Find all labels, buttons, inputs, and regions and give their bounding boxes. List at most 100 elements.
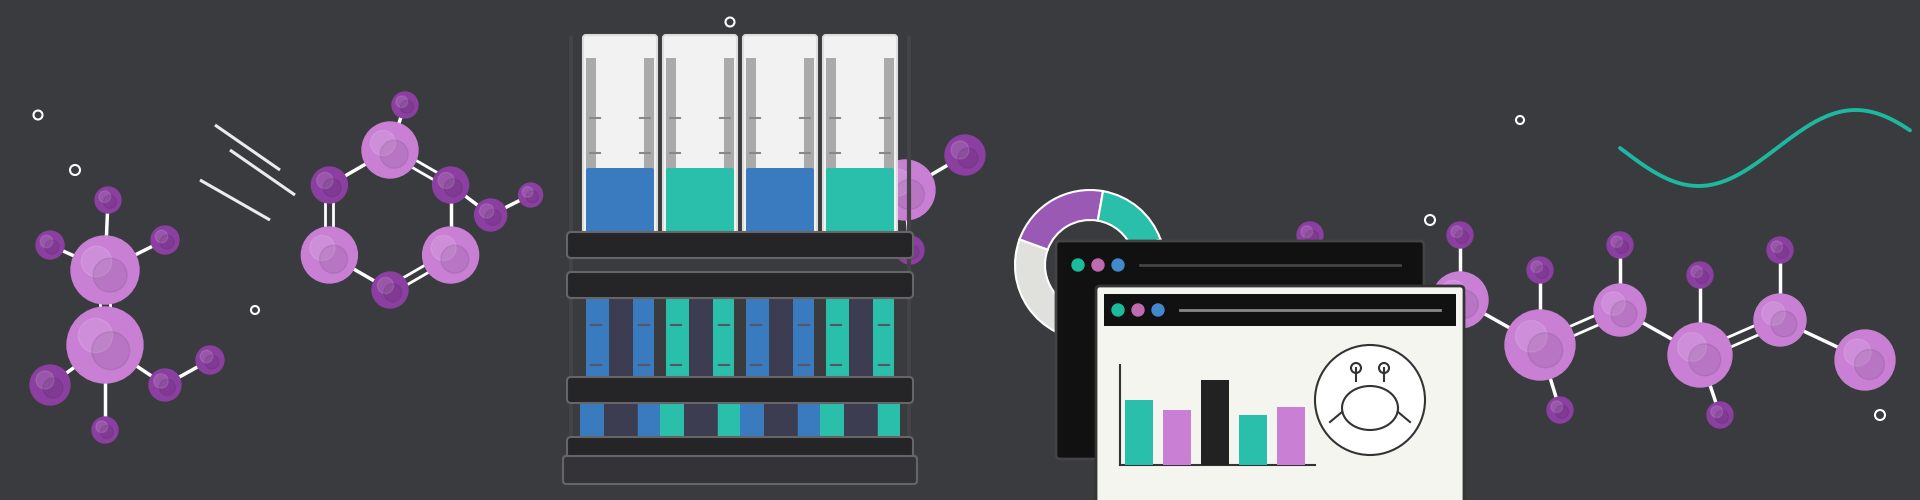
Circle shape [94,187,121,213]
FancyBboxPatch shape [563,456,918,484]
Circle shape [301,227,357,283]
FancyBboxPatch shape [764,394,799,446]
Circle shape [1298,222,1323,248]
Circle shape [319,245,348,273]
Circle shape [79,318,113,352]
Circle shape [1379,333,1413,368]
Bar [770,294,793,381]
Circle shape [1615,240,1628,254]
Circle shape [486,210,501,226]
Circle shape [36,231,63,259]
Circle shape [92,417,117,443]
Circle shape [1411,410,1423,424]
Circle shape [1448,222,1473,248]
Circle shape [205,355,219,369]
FancyBboxPatch shape [684,394,718,446]
Circle shape [1283,272,1338,328]
Bar [586,58,595,225]
Circle shape [945,135,985,175]
Circle shape [1755,294,1807,346]
Bar [1104,294,1455,326]
FancyBboxPatch shape [824,35,897,239]
Circle shape [71,236,138,304]
Circle shape [430,236,457,260]
Circle shape [1530,261,1542,272]
Circle shape [1223,333,1258,368]
Circle shape [309,236,334,260]
Circle shape [154,374,169,388]
Circle shape [1200,310,1269,380]
Circle shape [1855,350,1885,380]
FancyBboxPatch shape [584,35,657,239]
Wedge shape [1020,190,1102,250]
Circle shape [474,199,507,231]
Circle shape [1377,257,1404,283]
Circle shape [1770,311,1797,337]
Circle shape [1256,406,1269,418]
Circle shape [363,122,419,178]
Circle shape [904,245,920,259]
Circle shape [1594,284,1645,336]
Circle shape [1300,290,1329,318]
FancyBboxPatch shape [662,35,737,239]
Circle shape [950,141,970,159]
Circle shape [196,346,225,374]
Circle shape [1611,236,1622,248]
Circle shape [372,272,407,308]
FancyBboxPatch shape [743,35,818,239]
Circle shape [1711,406,1722,417]
Circle shape [900,240,912,253]
Circle shape [396,96,407,108]
Circle shape [1528,333,1563,368]
Circle shape [1450,290,1478,318]
Circle shape [1688,262,1713,288]
FancyBboxPatch shape [586,292,655,383]
Circle shape [883,169,910,196]
Circle shape [159,235,175,249]
Circle shape [317,172,332,188]
FancyBboxPatch shape [747,168,814,238]
Circle shape [1112,304,1123,316]
Wedge shape [1098,191,1160,250]
Circle shape [897,236,924,264]
FancyBboxPatch shape [1096,286,1463,500]
Circle shape [152,226,179,254]
Circle shape [1601,292,1624,315]
Circle shape [380,140,409,168]
Circle shape [1071,259,1085,271]
Circle shape [401,100,413,114]
Circle shape [100,426,113,438]
FancyBboxPatch shape [666,168,733,238]
Circle shape [1302,226,1313,237]
Bar [826,58,835,225]
Bar [643,58,655,225]
Circle shape [1515,320,1548,352]
Circle shape [1707,402,1734,428]
Circle shape [1440,280,1465,305]
Circle shape [1452,226,1463,237]
FancyBboxPatch shape [566,377,914,403]
Circle shape [384,284,401,302]
Circle shape [1221,257,1248,283]
Bar [1064,249,1417,281]
Circle shape [1555,406,1569,418]
Bar [1238,415,1267,465]
Circle shape [1455,230,1469,243]
Circle shape [67,307,142,383]
Circle shape [156,230,167,243]
Circle shape [92,258,127,292]
Circle shape [1356,310,1425,380]
FancyBboxPatch shape [566,272,914,298]
Circle shape [444,178,463,196]
Bar [883,58,895,225]
FancyBboxPatch shape [605,394,637,446]
Circle shape [1766,237,1793,263]
Circle shape [1315,345,1425,455]
Circle shape [1152,304,1164,316]
Bar [724,58,733,225]
Circle shape [92,332,131,370]
Circle shape [442,245,468,273]
Circle shape [40,235,54,248]
Circle shape [392,92,419,118]
Circle shape [438,172,455,188]
